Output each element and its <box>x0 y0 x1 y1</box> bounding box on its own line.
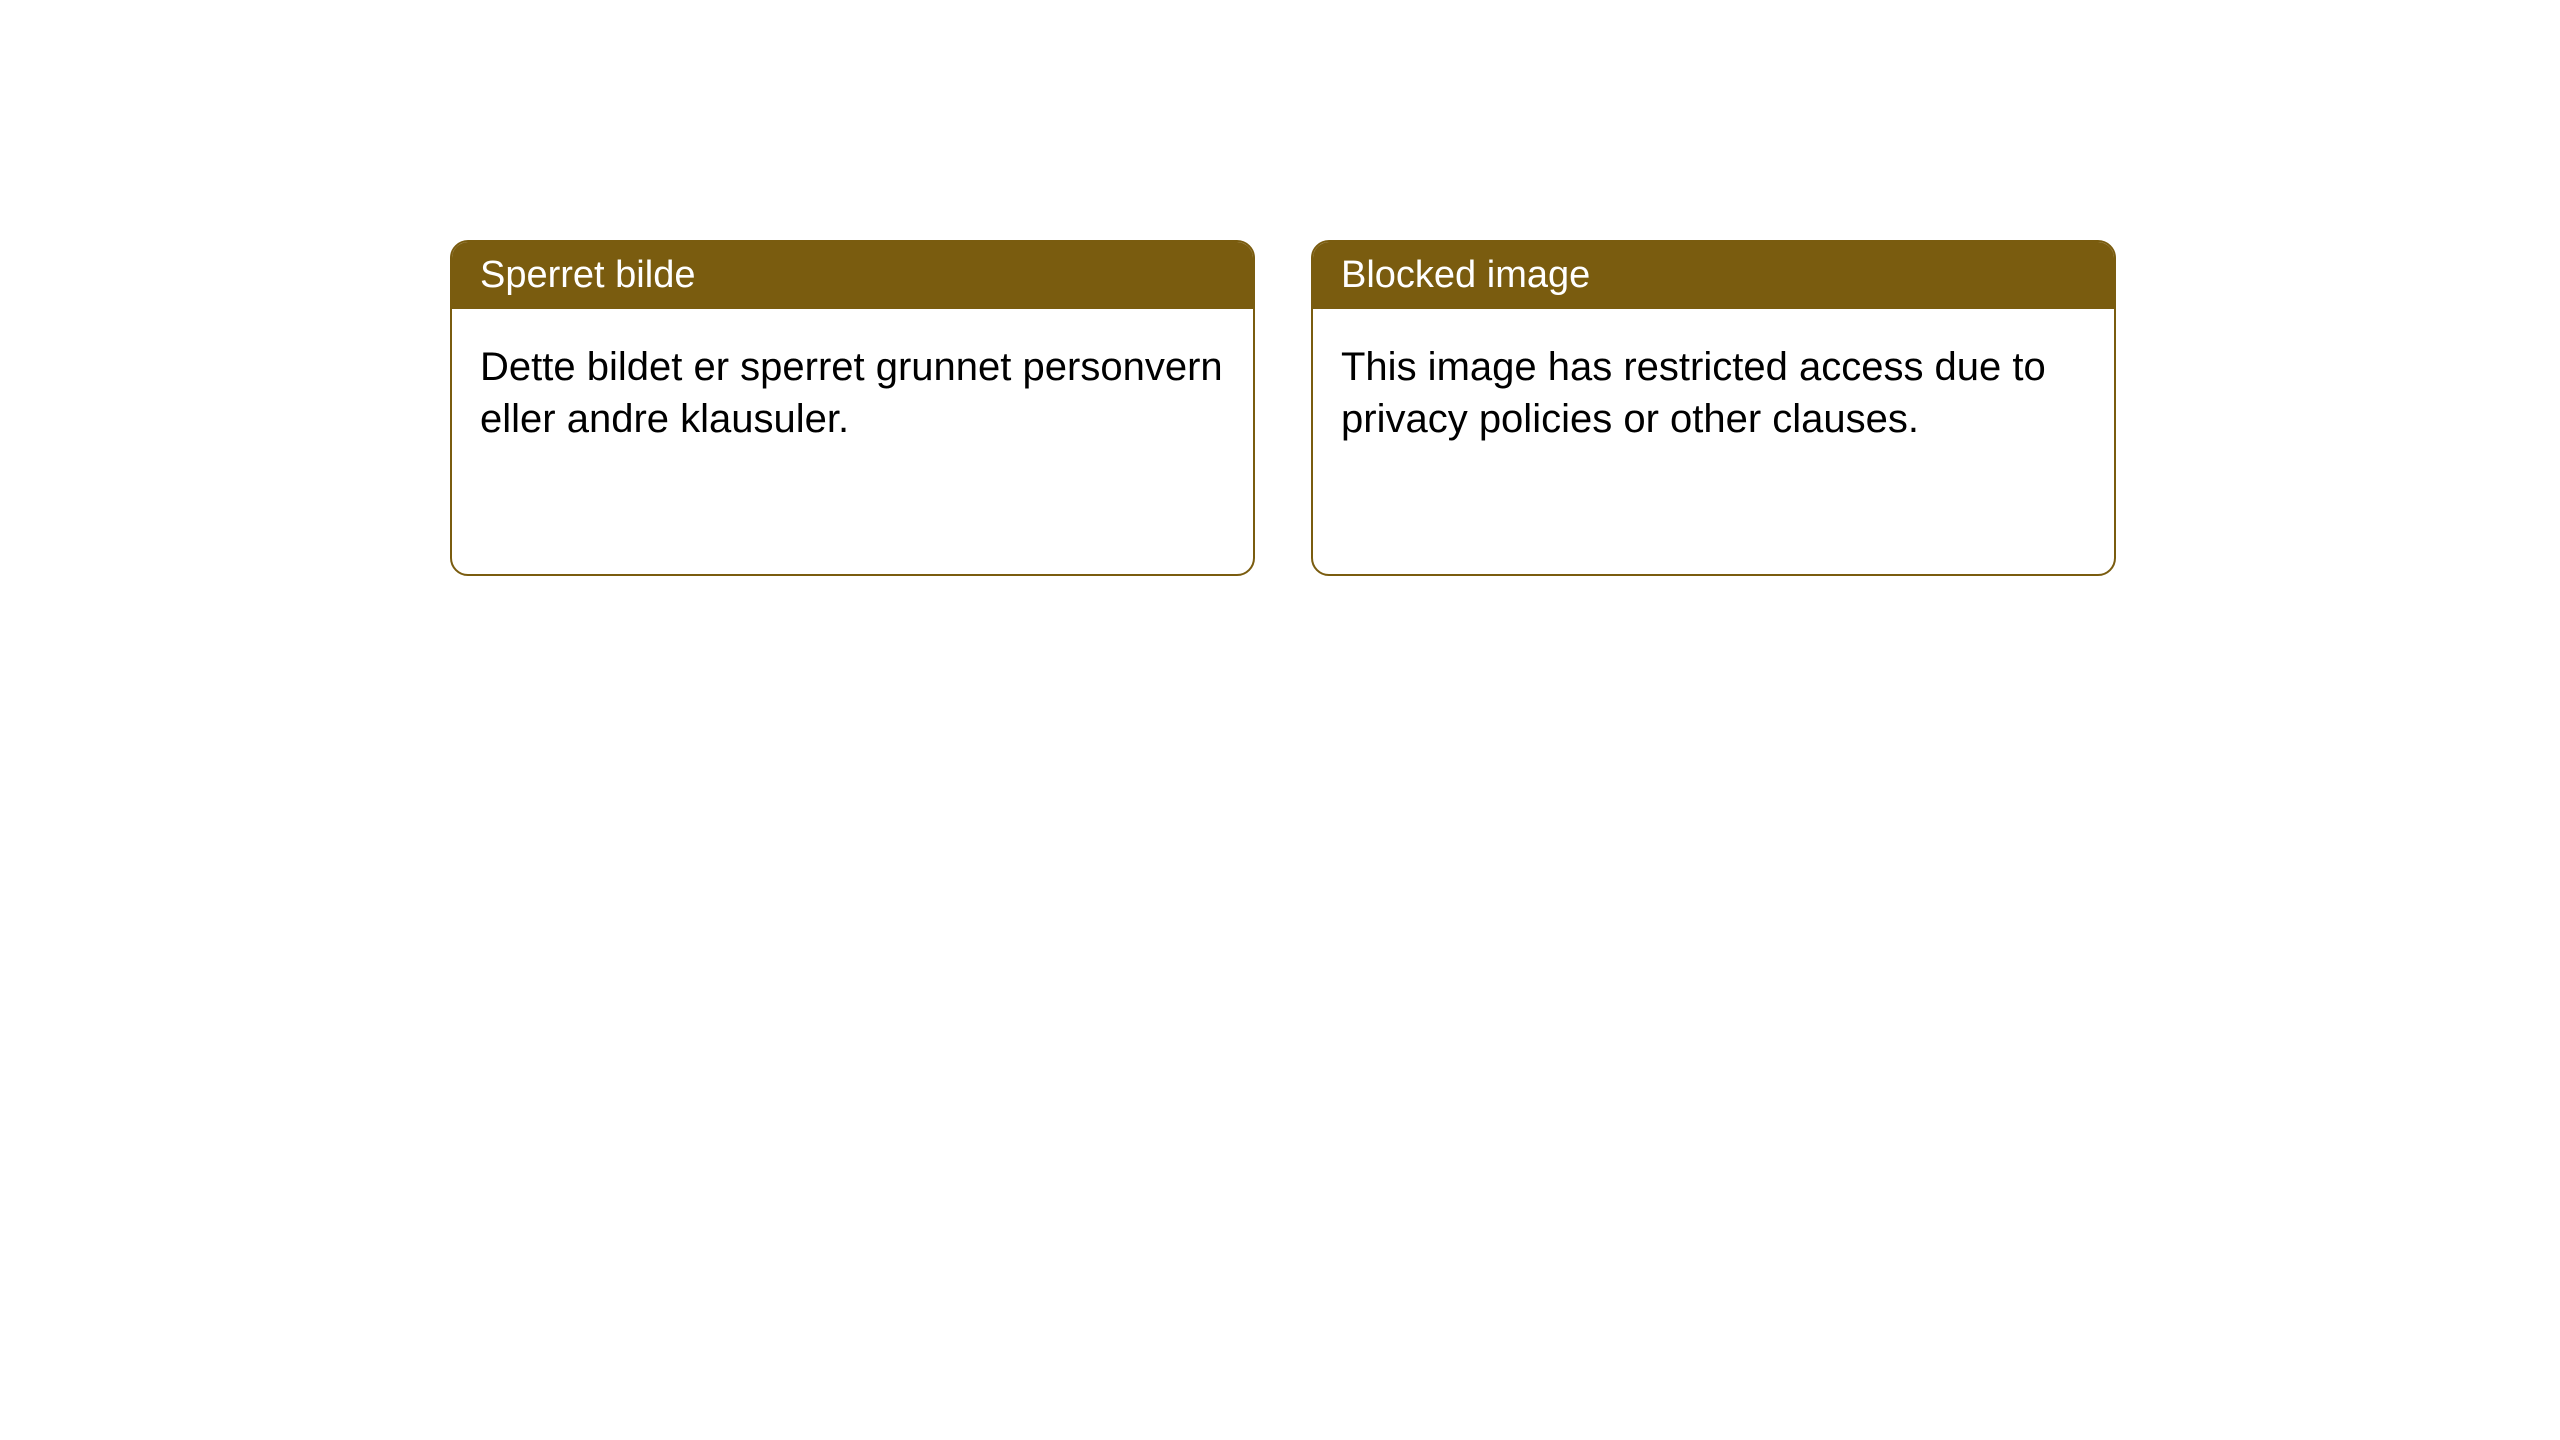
notice-body-text: Dette bildet er sperret grunnet personve… <box>480 345 1223 441</box>
notice-body: Dette bildet er sperret grunnet personve… <box>452 309 1253 477</box>
notice-body-text: This image has restricted access due to … <box>1341 345 2046 441</box>
notices-container: Sperret bilde Dette bildet er sperret gr… <box>0 0 2560 576</box>
notice-body: This image has restricted access due to … <box>1313 309 2114 477</box>
notice-box-norwegian: Sperret bilde Dette bildet er sperret gr… <box>450 240 1255 576</box>
notice-title: Sperret bilde <box>480 254 695 296</box>
notice-header: Sperret bilde <box>452 242 1253 309</box>
notice-title: Blocked image <box>1341 254 1590 296</box>
notice-box-english: Blocked image This image has restricted … <box>1311 240 2116 576</box>
notice-header: Blocked image <box>1313 242 2114 309</box>
